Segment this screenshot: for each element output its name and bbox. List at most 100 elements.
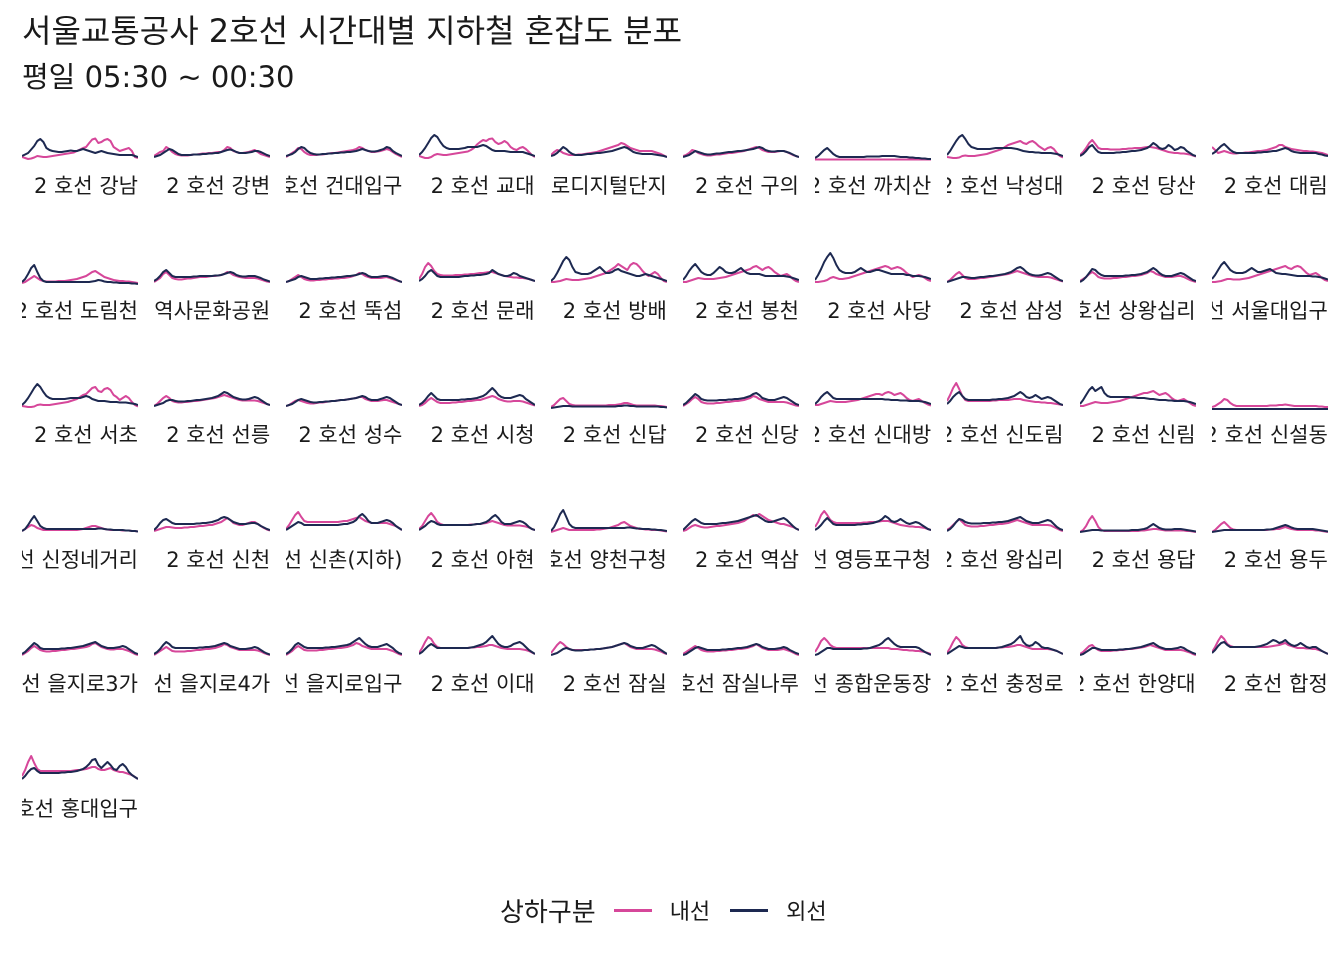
- facet-label: 2 호선 서초: [34, 423, 138, 447]
- series-line-outer: [1211, 143, 1328, 157]
- facet-label: 2호선 을지로입구: [286, 672, 403, 696]
- series-line-outer: [286, 512, 403, 531]
- facet-panel: 2호선 상왕십리: [1079, 237, 1196, 357]
- series-line-outer: [1211, 639, 1328, 655]
- facet-plot: [418, 134, 535, 159]
- facet-strip: 2 호선 왕십리: [947, 544, 1063, 574]
- facet-plot: [947, 134, 1064, 159]
- facet-plot: [22, 137, 138, 160]
- series-line-outer: [418, 268, 535, 282]
- facet-label: 2 호선 까치산: [815, 174, 932, 198]
- facet-plot: [286, 146, 403, 158]
- facet-strip: 2 호선 신당: [683, 419, 799, 449]
- series-line-inner: [154, 643, 271, 656]
- facet-plot: [418, 261, 535, 282]
- facet-plot: [154, 146, 271, 158]
- facet-label: 2호선 상왕십리: [1079, 298, 1196, 323]
- facet-panel: 2 호선 낙성대: [947, 112, 1064, 232]
- facet-panel: 2 호선 신림: [1079, 361, 1196, 481]
- facet-plot: [22, 263, 138, 285]
- series-line-inner: [947, 140, 1064, 159]
- facet-label: 2 호선 도림천: [22, 298, 138, 323]
- facet-strip: 2호선 건대입구: [286, 170, 402, 200]
- series-line-inner: [1211, 398, 1328, 408]
- legend-label-outer: 외선: [786, 900, 827, 925]
- facet-plot: [22, 641, 138, 656]
- series-line-inner: [418, 395, 535, 407]
- facet-plot: [683, 512, 799, 532]
- facet-label: 2 호선 선릉: [166, 423, 271, 447]
- facet-strip: 2 호선 용두: [1212, 544, 1328, 574]
- facet-strip: 2 호선 성수: [286, 419, 402, 449]
- facet-strip: 2 호선 대림: [1212, 170, 1328, 200]
- facet-label: 2호선 양천구청: [550, 547, 667, 572]
- facet-label: 2호선 신촌(지하): [286, 547, 403, 572]
- facet-panel: 2 호선 서초: [22, 361, 138, 481]
- facet-panel: 2 호선 시청: [418, 361, 535, 481]
- series-line-outer: [683, 392, 799, 406]
- facet-plot: [154, 641, 271, 656]
- facet-strip: 2 호선 신천: [154, 544, 270, 574]
- facet-panel: 2 호선 신도림: [947, 361, 1064, 481]
- series-line-inner: [286, 271, 403, 283]
- facet-strip: 2 호선 까치산: [815, 170, 931, 200]
- series-line-outer: [154, 391, 271, 407]
- facet-plot: [683, 392, 799, 407]
- facet-strip: 2 호선 신대방: [815, 419, 931, 449]
- facet-plot: [22, 754, 138, 780]
- facet-label: 2 호선 한양대: [1079, 672, 1196, 696]
- facet-strip: 2호선 서울대입구: [1212, 295, 1328, 325]
- series-line-outer: [286, 271, 403, 283]
- series-line-outer: [815, 251, 932, 281]
- series-line-inner: [947, 517, 1064, 532]
- series-line-outer: [22, 383, 138, 406]
- series-line-inner: [22, 642, 138, 656]
- facet-label: 2 호선 아현: [430, 547, 535, 572]
- facet-plot: [154, 391, 271, 407]
- series-line-outer: [22, 641, 138, 655]
- series-line-outer: [947, 134, 1064, 157]
- facet-plot: [947, 265, 1064, 283]
- legend-item-inner: 내선: [613, 894, 710, 926]
- series-line-outer: [22, 263, 138, 285]
- series-line-outer: [947, 635, 1064, 655]
- facet-strip: 2 호선 강변: [154, 170, 270, 200]
- series-line-outer: [418, 513, 535, 531]
- facet-strip: 2 호선 시청: [419, 419, 535, 449]
- series-line-outer: [418, 387, 535, 406]
- series-line-outer: [947, 391, 1064, 406]
- facet-label: 2호선 홍대입구: [22, 796, 138, 821]
- legend: 상하구분 내선 외선: [500, 890, 847, 930]
- facet-panel: 2 호선 신답: [550, 361, 667, 481]
- facet-plot: [815, 391, 932, 407]
- facet-label: 2 호선 시청: [430, 423, 535, 447]
- facet-strip: 2호선 양천구청: [551, 544, 667, 574]
- series-line-outer: [1079, 266, 1196, 283]
- series-line-inner: [22, 754, 138, 780]
- facet-strip: 2호선 을지로4가: [154, 668, 270, 698]
- facet-plot: [1079, 266, 1196, 283]
- facet-plot: [550, 508, 667, 533]
- facet-label: 2 호선 합정: [1223, 672, 1328, 696]
- facet-panel: 2호선 서울대입구: [1211, 237, 1328, 357]
- facet-plot: [683, 262, 799, 283]
- facet-strip: 2호선 홍대입구: [22, 793, 138, 823]
- facet-plot: [947, 635, 1064, 655]
- facet-panel: 2 호선 까치산: [815, 112, 932, 232]
- facet-plot: [1211, 260, 1328, 283]
- series-line-inner: [418, 137, 535, 159]
- series-line-inner: [947, 382, 1064, 406]
- facet-plot: [1211, 635, 1328, 655]
- facet-strip: 2 호선 충정로: [947, 668, 1063, 698]
- facet-plot: [418, 635, 535, 655]
- series-line-outer: [550, 642, 667, 656]
- series-line-outer: [815, 391, 932, 405]
- series-line-inner: [683, 395, 799, 407]
- series-line-inner: [1079, 139, 1196, 158]
- facet-panel: 2 호선 봉천: [683, 237, 799, 357]
- facet-label: 2 호선 신답: [562, 423, 667, 447]
- facet-label: 2 호선 봉천: [695, 298, 799, 323]
- facet-plot: [286, 510, 403, 531]
- facet-plot: [1211, 143, 1328, 157]
- facet-panel: 2호선 을지로3가: [22, 610, 138, 730]
